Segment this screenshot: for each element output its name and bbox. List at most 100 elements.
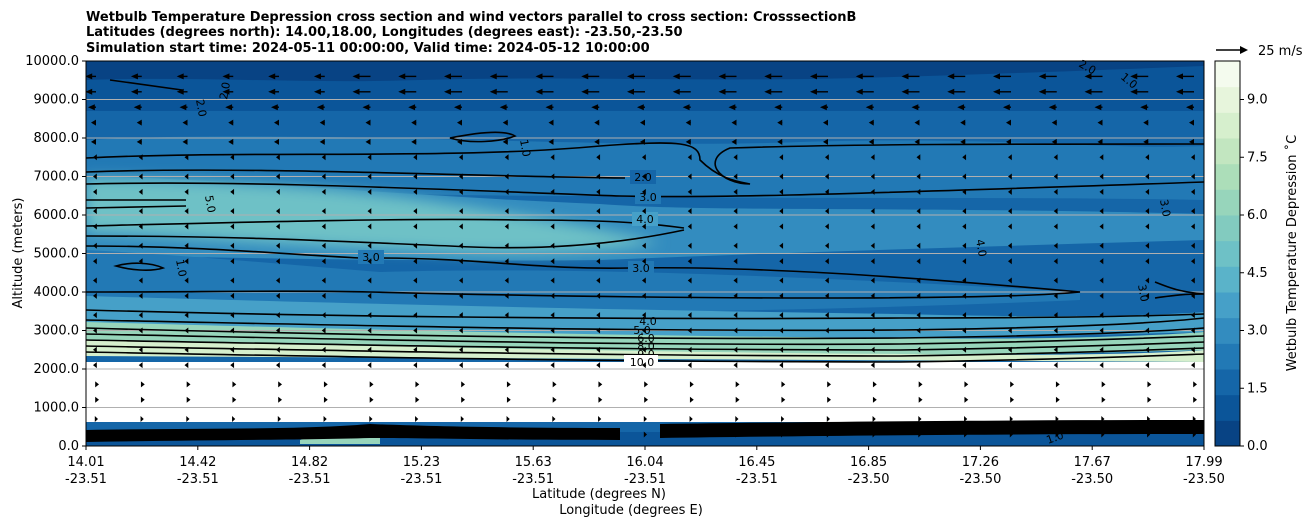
wind-vector-head: [870, 242, 875, 249]
wind-vector-head: [916, 292, 921, 299]
wind-vector-head: [916, 362, 921, 369]
x-tick-label-lat: 17.26: [962, 455, 999, 470]
wind-vector-head: [506, 396, 511, 403]
quiver-key-arrow-head: [1240, 46, 1248, 54]
wind-vector-head: [182, 138, 188, 145]
wind-vector-head: [826, 416, 830, 423]
wind-vector-head: [504, 292, 509, 299]
wind-vector-head: [596, 173, 601, 180]
wind-vector-head: [367, 223, 372, 230]
contour-line-3-right: [1154, 281, 1204, 299]
wind-vector-head: [369, 381, 374, 388]
wind-vector-head: [1006, 119, 1011, 126]
wind-vector-head: [459, 346, 463, 353]
x-tick-label-lat: 14.01: [67, 455, 104, 470]
wind-vector-head: [1191, 312, 1195, 319]
wind-vector-head: [504, 242, 509, 249]
wind-vector-head: [1099, 346, 1104, 353]
wind-vector-head: [1191, 154, 1195, 161]
wind-vector-head: [642, 346, 646, 353]
wind-vector-head: [230, 277, 235, 284]
contour-line-2-top: [109, 79, 183, 91]
wind-vector-head: [504, 362, 509, 369]
wind-vector-head: [870, 327, 875, 334]
wind-vector-head: [962, 154, 967, 161]
wind-vector-head: [962, 188, 967, 195]
wind-vector-head: [352, 88, 360, 95]
wind-vector-head: [825, 312, 829, 319]
wind-vector-head: [230, 258, 235, 265]
wind-vector-head: [550, 173, 555, 180]
wind-vector-head: [820, 104, 827, 111]
wind-vector-head: [581, 88, 589, 95]
x-tick-label-lat: 16.04: [626, 455, 663, 470]
wind-vector-head: [627, 73, 634, 80]
wind-vector-head: [232, 381, 237, 388]
wind-vector-head: [459, 362, 463, 369]
wind-vector-head: [230, 242, 235, 249]
wind-vector-head: [367, 346, 372, 353]
field-band-mid1: [86, 136, 1204, 200]
wind-vector-head: [1099, 362, 1104, 369]
wind-vector-head: [548, 138, 554, 145]
wind-vector-head: [1055, 431, 1059, 438]
wind-vector-head: [1145, 362, 1150, 369]
contour-line-4a: [86, 218, 685, 229]
wind-vector-head: [313, 73, 321, 80]
wind-vector-head: [1191, 188, 1195, 195]
wind-vector-head: [964, 381, 969, 388]
wind-vector-head: [459, 188, 463, 195]
wind-vector-head: [1189, 138, 1194, 145]
wind-vector-head: [643, 431, 647, 438]
wind-vector-head: [398, 88, 406, 95]
wind-vector-head: [1003, 104, 1010, 111]
wind-vector-head: [138, 173, 143, 180]
wind-vector-head: [642, 173, 646, 180]
wind-vector-head: [506, 381, 511, 388]
wind-vector-head: [93, 362, 97, 369]
wind-vector-head: [460, 431, 464, 438]
wind-vector-head: [1099, 223, 1104, 230]
wind-vector-head: [413, 223, 418, 230]
wind-vector-head: [321, 223, 326, 230]
wind-vector-head: [184, 312, 189, 319]
wind-vector-head: [274, 138, 279, 145]
wind-vector-head: [444, 88, 451, 95]
wind-vector-head: [1145, 242, 1150, 249]
x-tick-label-lon: -23.51: [624, 472, 666, 487]
wind-vector-head: [367, 173, 372, 180]
contour-line-10: [86, 351, 1204, 363]
x-tick-label-lat: 17.67: [1074, 455, 1111, 470]
wind-vector-head: [230, 327, 235, 334]
wind-vector-head: [140, 416, 144, 423]
wind-vector-head: [918, 431, 922, 438]
wind-vector-head: [94, 431, 98, 438]
wind-vector-head: [535, 88, 543, 95]
wind-vector-head: [777, 138, 783, 145]
wind-vector-head: [136, 138, 142, 145]
wind-vector-head: [962, 242, 967, 249]
wind-vector-head: [413, 277, 418, 284]
wind-vector-head: [687, 242, 692, 249]
wind-vector-head: [276, 154, 280, 161]
wind-vector-head: [550, 277, 555, 284]
wind-vector-head: [777, 119, 783, 126]
contour-line-4c: [86, 309, 1204, 320]
wind-vector-head: [1145, 188, 1150, 195]
wind-vector-head: [1101, 431, 1105, 438]
wind-vector-head: [316, 104, 324, 111]
contour-label-2: 2.0: [634, 171, 652, 184]
wind-vector-head: [718, 73, 726, 80]
wind-vector-head: [93, 312, 97, 319]
field-blank: [86, 362, 1204, 422]
wind-vector-head: [733, 173, 738, 180]
colorbar-segment: [1215, 343, 1240, 370]
wind-vector-head: [459, 173, 463, 180]
wind-vector-head: [947, 88, 955, 95]
wind-vector-head: [228, 138, 234, 145]
wind-vector-head: [276, 312, 280, 319]
wind-vector-head: [362, 104, 370, 111]
wind-vector-head: [916, 173, 921, 180]
wind-vector-head: [1053, 292, 1058, 299]
x-tick-label-lon: -23.50: [848, 472, 890, 487]
